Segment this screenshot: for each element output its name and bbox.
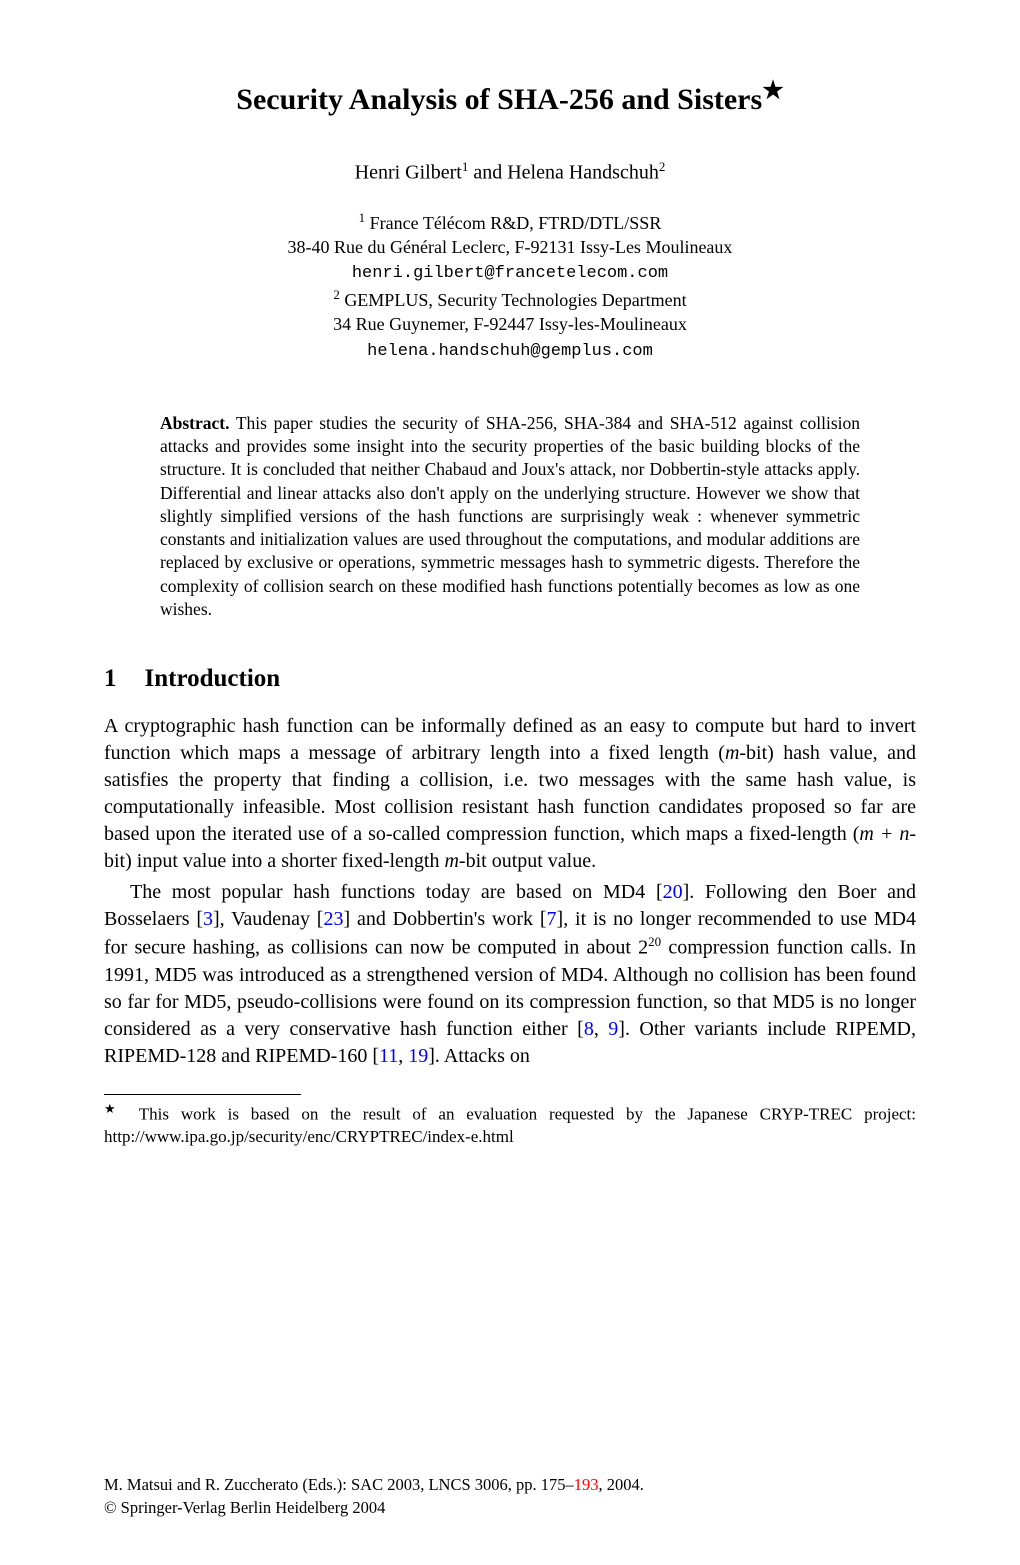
section-number: 1 (104, 665, 117, 693)
cite-9[interactable]: 9 (608, 1018, 618, 1040)
copyright-line: © Springer-Verlag Berlin Heidelberg 2004 (104, 1498, 385, 1517)
proceedings-line-b: , 2004. (599, 1475, 644, 1494)
p2-t9: ]. Attacks on (428, 1045, 530, 1067)
affil-1-email: henri.gilbert@francetelecom.com (352, 264, 668, 283)
copyright-block: M. Matsui and R. Zuccherato (Eds.): SAC … (104, 1474, 916, 1519)
cite-19[interactable]: 19 (408, 1045, 428, 1067)
page-root: Security Analysis of SHA-256 and Sisters… (0, 0, 1020, 1198)
p1-text-e: -bit output value. (459, 850, 596, 872)
abstract-text: This paper studies the security of SHA-2… (160, 413, 860, 619)
cite-23[interactable]: 23 (323, 908, 343, 930)
affil-2-line-2: 34 Rue Guynemer, F-92447 Issy-les-Moulin… (333, 314, 687, 334)
footnote-star: ★ (104, 1101, 123, 1116)
body-paragraph-2: The most popular hash functions today ar… (104, 879, 916, 1070)
footnote-text: This work is based on the result of an e… (104, 1104, 916, 1145)
p1-m2: m (444, 850, 458, 872)
section-heading: 1 Introduction (104, 665, 916, 693)
affil-1-line-2: 38-40 Rue du Général Leclerc, F-92131 Is… (288, 237, 733, 257)
footnote-block: ★ This work is based on the result of an… (104, 1101, 916, 1148)
cite-3[interactable]: 3 (203, 908, 213, 930)
p2-t6: , (594, 1018, 608, 1040)
p1-m: m (725, 742, 739, 764)
p1-n: n (899, 823, 909, 845)
affil-1-line-1: France Télécom R&D, FTRD/DTL/SSR (365, 213, 661, 233)
cite-8[interactable]: 8 (584, 1018, 594, 1040)
abstract-block: Abstract. This paper studies the securit… (160, 412, 860, 621)
p2-exp20: 20 (648, 934, 661, 949)
author-sep: and (468, 162, 507, 184)
p2-t0: The most popular hash functions today ar… (130, 881, 663, 903)
p2-t2: ], Vaudenay [ (213, 908, 323, 930)
paper-title: Security Analysis of SHA-256 and Sisters… (104, 76, 916, 117)
affil-2-email: helena.handschuh@gemplus.com (367, 342, 653, 361)
cite-11[interactable]: 11 (379, 1045, 398, 1067)
author-1: Henri Gilbert (355, 162, 462, 184)
author-2-affil-sup: 2 (659, 159, 666, 174)
affil-2-line-1: GEMPLUS, Security Technologies Departmen… (340, 290, 687, 310)
affiliations-block: 1 France Télécom R&D, FTRD/DTL/SSR 38-40… (104, 209, 916, 364)
footnote-rule (104, 1094, 301, 1095)
p1-mplus: m + (859, 823, 893, 845)
authors-line: Henri Gilbert1 and Helena Handschuh2 (104, 159, 916, 185)
abstract-label: Abstract. (160, 413, 230, 433)
cite-7[interactable]: 7 (547, 908, 557, 930)
title-text: Security Analysis of SHA-256 and Sisters (236, 83, 762, 116)
p2-t8: , (398, 1045, 408, 1067)
title-footnote-star: ★ (762, 78, 784, 104)
proceedings-line-a: M. Matsui and R. Zuccherato (Eds.): SAC … (104, 1475, 574, 1494)
section-title: Introduction (145, 665, 281, 692)
author-2: Helena Handschuh (507, 162, 659, 184)
p2-t3: ] and Dobbertin's work [ (343, 908, 546, 930)
cite-20[interactable]: 20 (663, 881, 683, 903)
body-paragraph-1: A cryptographic hash function can be inf… (104, 713, 916, 875)
page-range-end[interactable]: 193 (574, 1475, 599, 1494)
